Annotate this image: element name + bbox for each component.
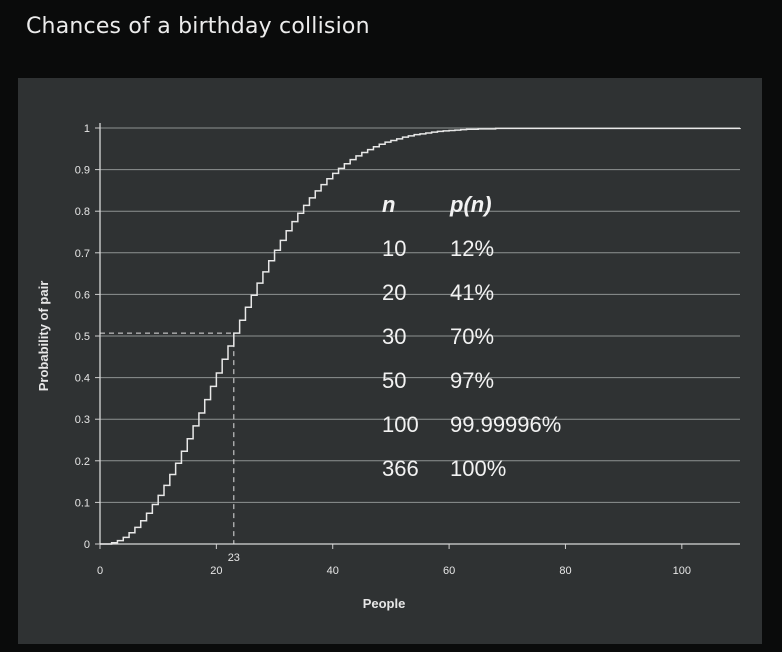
x-tick-label: 20 <box>210 565 222 577</box>
y-tick-label: 0.7 <box>75 248 90 260</box>
x-axis-label: People <box>363 596 406 611</box>
y-tick-label: 0.5 <box>75 331 90 343</box>
x-tick-label: 40 <box>327 565 339 577</box>
table-cell: 366 <box>382 456 419 481</box>
x-tick-label: 100 <box>673 565 691 577</box>
chart-panel: 0 0.1 0.2 0.3 0.4 0.5 0.6 0.7 0.8 0.9 1 0 20 40 60 80 10… <box>18 78 762 644</box>
y-tick-label: 0.1 <box>75 497 90 509</box>
table-header-1: p(n) <box>449 192 492 217</box>
table-cell: 10 <box>382 236 406 261</box>
table-cell: 50 <box>382 368 406 393</box>
table-cell: 97% <box>450 368 494 393</box>
birthday-chart: 00.10.20.30.40.50.60.70.80.910 20 40 60 80 10… <box>36 123 741 611</box>
table-cell: 70% <box>450 324 494 349</box>
table-cell: 100% <box>450 456 506 481</box>
table-cell: 41% <box>450 280 494 305</box>
marker-label: 23 <box>228 552 240 564</box>
table-cell: 30 <box>382 324 406 349</box>
x-tick-label: 60 <box>443 565 455 577</box>
y-tick-label: 0.3 <box>75 414 90 426</box>
y-tick-label: 1 <box>84 123 90 135</box>
table-cell: 20 <box>382 280 406 305</box>
table-header-0: n <box>382 192 395 217</box>
y-tick-label: 0.9 <box>75 165 90 177</box>
y-axis-label: Probability of pair <box>36 281 51 392</box>
y-tick-label: 0 <box>84 539 90 551</box>
y-tick-label: 0.8 <box>75 206 90 218</box>
y-tick-label: 0.4 <box>75 373 90 385</box>
y-tick-label: 0.6 <box>75 289 90 301</box>
x-tick-label: 0 <box>97 565 103 577</box>
probability-step-line <box>100 127 741 545</box>
table-cell: 100 <box>382 412 419 437</box>
table-cell: 12% <box>450 236 494 261</box>
x-tick-label: 80 <box>559 565 571 577</box>
slide-title: Chances of a birthday collision <box>26 14 370 39</box>
y-tick-label: 0.2 <box>75 456 90 468</box>
table-cell: 99.99996% <box>450 412 561 437</box>
